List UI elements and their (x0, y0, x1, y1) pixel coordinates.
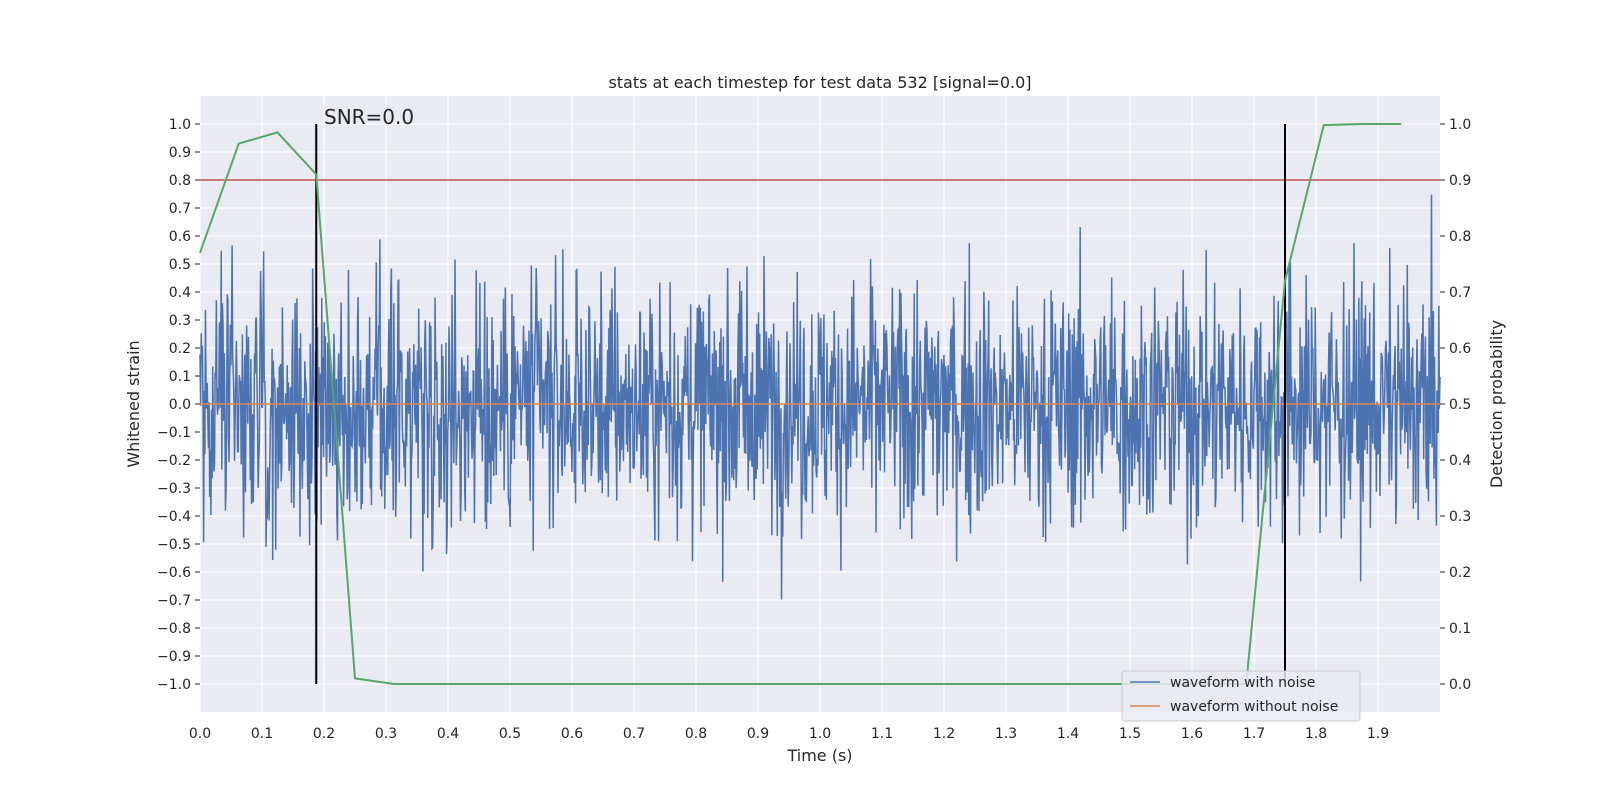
y-tick-label: −0.7 (157, 593, 191, 609)
y-tick-label: 0.1 (169, 369, 191, 385)
x-tick-label: 1.1 (871, 726, 893, 742)
legend: waveform with noise waveform without noi… (1121, 670, 1361, 722)
x-tick-label: 0.4 (437, 726, 459, 742)
x-tick-label: 1.7 (1243, 726, 1265, 742)
y-tick-label: 0.0 (169, 397, 191, 413)
legend-label-clean: waveform without noise (1170, 699, 1338, 715)
x-tick-label: 0.7 (623, 726, 645, 742)
legend-label-noise: waveform with noise (1170, 675, 1315, 691)
y-tick-label: −0.5 (157, 537, 191, 553)
y-tick-label: 0.3 (169, 313, 191, 329)
y2-tick-label: 0.5 (1449, 397, 1471, 413)
x-tick-label: 0.1 (251, 726, 273, 742)
x-axis-label: Time (s) (786, 746, 852, 765)
y2-tick-label: 0.3 (1449, 509, 1471, 525)
y-tick-label: −0.2 (157, 453, 191, 469)
y2-axis-label: Detection probability (1487, 320, 1506, 488)
y-tick-label: 0.2 (169, 341, 191, 357)
y-tick-label: 0.9 (169, 145, 191, 161)
y2-tick-label: 0.2 (1449, 565, 1471, 581)
x-tick-label: 0.6 (561, 726, 583, 742)
y-tick-label: −0.3 (157, 481, 191, 497)
y-tick-label: 0.6 (169, 229, 191, 245)
x-tick-label: 0.2 (313, 726, 335, 742)
y-tick-label: −0.1 (157, 425, 191, 441)
snr-annotation: SNR=0.0 (324, 105, 414, 129)
x-tick-label: 1.2 (933, 726, 955, 742)
y2-tick-label: 0.7 (1449, 285, 1471, 301)
y-axis-label: Whitened strain (124, 340, 143, 467)
x-tick-label: 1.6 (1181, 726, 1203, 742)
y-tick-label: −0.9 (157, 649, 191, 665)
y-tick-label: −1.0 (157, 677, 191, 693)
x-tick-label: 0.3 (375, 726, 397, 742)
y2-tick-label: 0.8 (1449, 229, 1471, 245)
y-tick-label: 0.5 (169, 257, 191, 273)
y-tick-label: −0.8 (157, 621, 191, 637)
x-tick-label: 1.4 (1057, 726, 1079, 742)
y-tick-label: 0.7 (169, 201, 191, 217)
y-tick-label: −0.4 (157, 509, 191, 525)
y-tick-label: 0.4 (169, 285, 191, 301)
y2-tick-label: 0.0 (1449, 677, 1471, 693)
x-tick-label: 0.5 (499, 726, 521, 742)
x-tick-label: 0.8 (685, 726, 707, 742)
waveform-with-noise-line (199, 194, 1441, 600)
ticks: 0.0 0.1 0.2 0.3 0.4 0.5 0.6 0.7 0.8 0.9 1.0 1.1 1.2 1… (157, 117, 1471, 742)
x-tick-label: 1.3 (995, 726, 1017, 742)
y-tick-label: −0.6 (157, 565, 191, 581)
x-tick-label: 1.9 (1367, 726, 1389, 742)
y-tick-label: 0.8 (169, 173, 191, 189)
chart-title: stats at each timestep for test data 532… (608, 73, 1031, 92)
series-layer (199, 123, 1441, 685)
y2-tick-label: 0.1 (1449, 621, 1471, 637)
x-tick-label: 1.0 (809, 726, 831, 742)
y2-tick-label: 1.0 (1449, 117, 1471, 133)
x-tick-label: 0.9 (747, 726, 769, 742)
legend-box (1121, 670, 1361, 722)
y2-tick-label: 0.6 (1449, 341, 1471, 357)
y2-tick-label: 0.4 (1449, 453, 1471, 469)
x-tick-label: 1.8 (1305, 726, 1327, 742)
x-tick-label: 0.0 (189, 726, 211, 742)
x-tick-label: 1.5 (1119, 726, 1141, 742)
y-tick-label: 1.0 (169, 117, 191, 133)
y2-tick-label: 0.9 (1449, 173, 1471, 189)
